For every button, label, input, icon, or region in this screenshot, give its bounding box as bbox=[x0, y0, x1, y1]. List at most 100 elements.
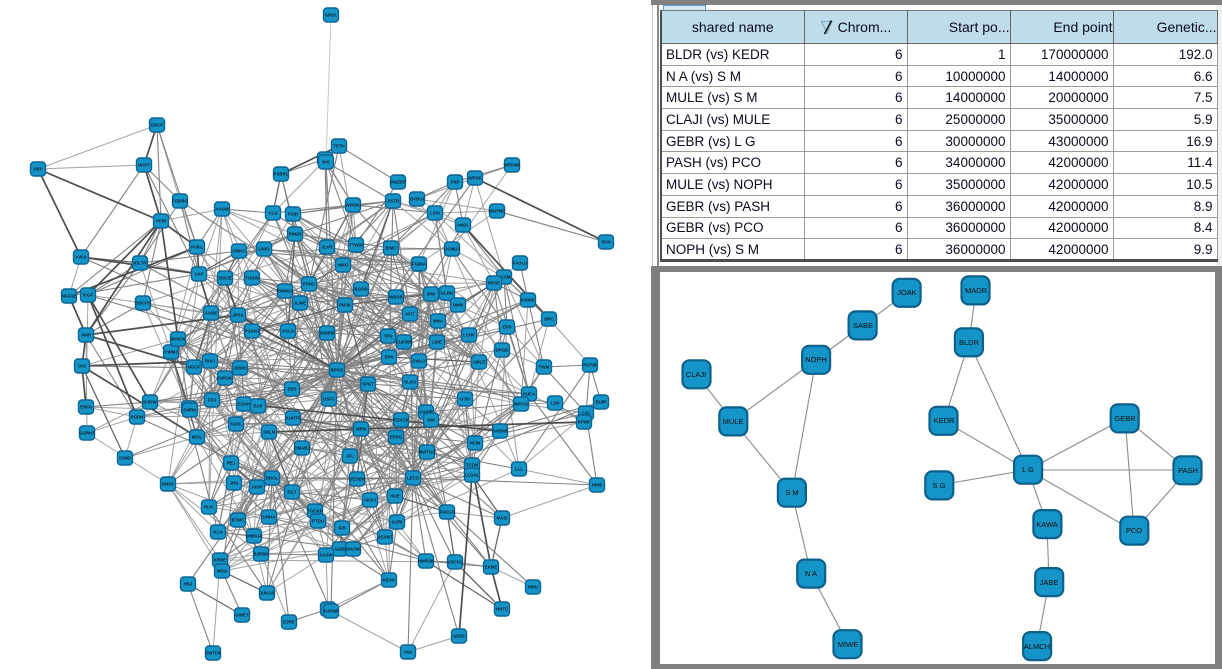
svg-text:PUKL: PUKL bbox=[191, 245, 203, 250]
svg-text:AAGM: AAGM bbox=[215, 207, 229, 212]
svg-text:OCMUJ: OCMUJ bbox=[444, 247, 460, 252]
svg-text:LSSI: LSSI bbox=[430, 211, 440, 216]
svg-text:IFB: IFB bbox=[338, 526, 345, 531]
svg-text:JLNIE: JLNIE bbox=[294, 301, 307, 306]
svg-text:DRC: DRC bbox=[544, 317, 554, 322]
svg-text:HMO: HMO bbox=[338, 263, 349, 268]
svg-text:WACMI: WACMI bbox=[345, 547, 360, 552]
svg-text:BUIR: BUIR bbox=[596, 400, 608, 405]
svg-text:RUTIB: RUTIB bbox=[583, 363, 596, 368]
svg-text:IPW: IPW bbox=[427, 292, 436, 297]
svg-text:ONDF: ONDF bbox=[162, 482, 175, 487]
svg-text:AISR: AISR bbox=[252, 485, 263, 490]
svg-text:TTWW: TTWW bbox=[349, 243, 364, 248]
svg-text:ASLG: ASLG bbox=[282, 329, 295, 334]
svg-text:SABHR: SABHR bbox=[492, 429, 508, 434]
svg-text:UEAMT: UEAMT bbox=[377, 535, 393, 540]
svg-text:OBKC: OBKC bbox=[233, 249, 247, 254]
svg-text:KNWK: KNWK bbox=[521, 298, 535, 303]
svg-text:PTDU: PTDU bbox=[312, 519, 324, 524]
svg-text:JPSA: JPSA bbox=[232, 313, 244, 318]
svg-text:TETH: TETH bbox=[333, 144, 344, 149]
svg-text:N A: N A bbox=[805, 569, 817, 578]
svg-text:GDEF: GDEF bbox=[453, 634, 466, 639]
svg-text:HMRDK: HMRDK bbox=[418, 559, 435, 564]
svg-text:WDOKI: WDOKI bbox=[345, 203, 360, 208]
svg-text:PMJK: PMJK bbox=[339, 303, 352, 308]
svg-text:GUIB: GUIB bbox=[335, 547, 346, 552]
svg-text:EILT: EILT bbox=[287, 490, 297, 495]
svg-text:MOU: MOU bbox=[217, 569, 227, 574]
svg-text:SMRK: SMRK bbox=[184, 408, 198, 413]
svg-text:KUHTS: KUHTS bbox=[285, 416, 300, 421]
svg-text:RPSE: RPSE bbox=[488, 281, 500, 286]
svg-text:KEAK: KEAK bbox=[383, 578, 396, 583]
svg-text:OMABJ: OMABJ bbox=[294, 446, 310, 451]
svg-text:LKP: LKP bbox=[195, 272, 204, 277]
svg-text:ICGF: ICGF bbox=[83, 293, 94, 298]
svg-text:PASH: PASH bbox=[1178, 466, 1198, 475]
svg-text:MRN: MRN bbox=[356, 427, 366, 432]
svg-text:JFL: JFL bbox=[346, 454, 354, 459]
svg-text:HIJC: HIJC bbox=[204, 505, 215, 510]
svg-text:UEOBH: UEOBH bbox=[349, 477, 365, 482]
svg-text:NHTE: NHTE bbox=[496, 607, 508, 612]
svg-text:IHS: IHS bbox=[322, 160, 329, 165]
svg-text:BTMC: BTMC bbox=[232, 518, 246, 523]
svg-text:JISTB: JISTB bbox=[387, 199, 399, 204]
svg-text:NJOWI: NJOWI bbox=[324, 609, 338, 614]
svg-text:TWM: TWM bbox=[539, 365, 550, 370]
svg-text:UUI: UUI bbox=[404, 650, 412, 655]
svg-text:EOAH: EOAH bbox=[238, 402, 251, 407]
svg-text:LMIO: LMIO bbox=[259, 247, 271, 252]
svg-text:MASI: MASI bbox=[497, 516, 508, 521]
svg-text:BLDR: BLDR bbox=[959, 338, 980, 347]
svg-text:SBP: SBP bbox=[33, 167, 42, 172]
svg-text:FKH: FKH bbox=[601, 240, 610, 245]
svg-text:FSIH: FSIH bbox=[288, 212, 298, 217]
svg-text:SABE: SABE bbox=[853, 321, 873, 330]
svg-text:EEKCP: EEKCP bbox=[393, 418, 408, 423]
svg-text:EPH: EPH bbox=[384, 355, 393, 360]
svg-text:GLBG: GLBG bbox=[441, 291, 454, 296]
svg-text:MWTGS: MWTGS bbox=[419, 450, 436, 455]
svg-text:JABE: JABE bbox=[1040, 578, 1059, 587]
svg-text:TUOW: TUOW bbox=[245, 276, 259, 281]
svg-text:LLL: LLL bbox=[515, 467, 523, 472]
svg-text:ERFA: ERFA bbox=[80, 405, 93, 410]
svg-text:PJANJ: PJANJ bbox=[245, 329, 260, 334]
svg-text:FNP: FNP bbox=[451, 180, 460, 185]
svg-text:JOAK: JOAK bbox=[897, 288, 917, 297]
svg-text:MADR: MADR bbox=[965, 286, 988, 295]
svg-text:HUCA: HUCA bbox=[523, 392, 537, 397]
svg-text:EPSG: EPSG bbox=[390, 435, 403, 440]
svg-text:FAULU: FAULU bbox=[513, 261, 528, 266]
svg-text:BIMC: BIMC bbox=[385, 246, 397, 251]
svg-text:IUPGK: IUPGK bbox=[218, 376, 233, 381]
svg-text:HUE: HUE bbox=[390, 494, 399, 499]
svg-text:WPCO: WPCO bbox=[514, 402, 528, 407]
svg-text:EWTFK: EWTFK bbox=[205, 651, 221, 656]
svg-text:IOLTR: IOLTR bbox=[134, 261, 148, 266]
svg-text:CWMJ: CWMJ bbox=[164, 350, 178, 355]
svg-text:JHG: JHG bbox=[229, 481, 239, 486]
svg-text:GWET: GWET bbox=[235, 613, 248, 618]
svg-text:DDCPS: DDCPS bbox=[135, 301, 150, 306]
svg-text:EKME: EKME bbox=[485, 565, 498, 570]
svg-text:TCDN: TCDN bbox=[466, 463, 478, 468]
svg-text:OAWR: OAWR bbox=[419, 410, 433, 415]
svg-text:KWJI: KWJI bbox=[76, 255, 87, 260]
svg-text:PFRI: PFRI bbox=[156, 219, 166, 224]
svg-text:RWWSJ: RWWSJ bbox=[277, 289, 294, 294]
svg-text:SLKO: SLKO bbox=[404, 380, 417, 385]
svg-text:SNMHF: SNMHF bbox=[319, 331, 335, 336]
svg-text:RUIJ: RUIJ bbox=[205, 359, 216, 364]
svg-text:LLGKL: LLGKL bbox=[465, 473, 480, 478]
svg-text:TPU: TPU bbox=[384, 334, 393, 339]
svg-text:KCSM: KCSM bbox=[498, 275, 511, 280]
svg-text:SWLO: SWLO bbox=[412, 359, 426, 364]
svg-text:HCIN: HCIN bbox=[470, 441, 481, 446]
svg-text:DFBGI: DFBGI bbox=[410, 197, 424, 202]
svg-text:PSBRL: PSBRL bbox=[274, 172, 289, 177]
svg-text:DIU: DIU bbox=[78, 364, 86, 369]
